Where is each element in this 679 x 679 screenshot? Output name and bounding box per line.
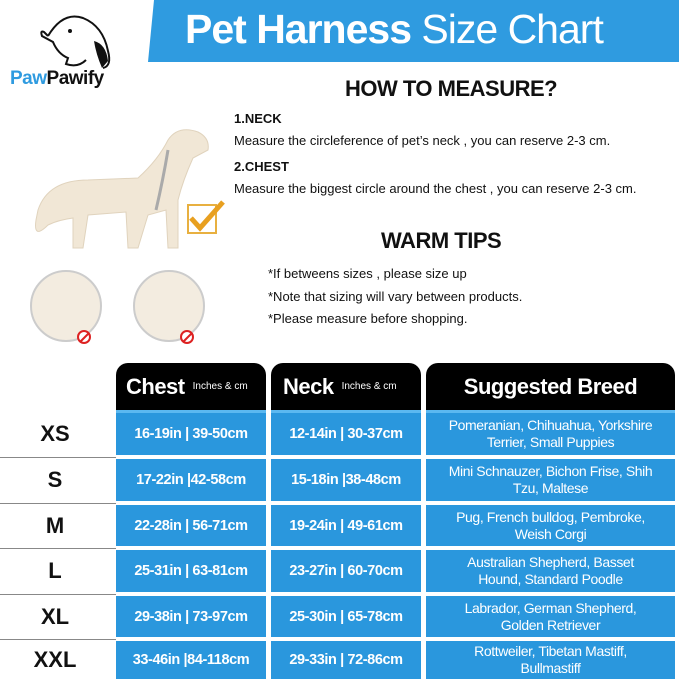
chest-instructions: Measure the biggest circle around the ch… bbox=[234, 181, 637, 196]
title-bold: Pet Harness bbox=[185, 6, 412, 52]
title-banner bbox=[148, 0, 679, 62]
suggested-breed: Labrador, German Shepherd, Golden Retrie… bbox=[426, 596, 675, 637]
chest-measurement: 33-46in |84-118cm bbox=[116, 641, 266, 679]
neck-measurement: 23-27in | 60-70cm bbox=[271, 550, 421, 592]
chest-measurement: 29-38in | 73-97cm bbox=[116, 596, 266, 637]
wrong-neck-fit-image bbox=[30, 270, 102, 342]
row-divider bbox=[0, 639, 116, 640]
suggested-breed: Australian Shepherd, Basset Hound, Stand… bbox=[426, 550, 675, 592]
size-label: S bbox=[47, 467, 63, 492]
chest-measurement: 17-22in |42-58cm bbox=[116, 459, 266, 501]
how-to-measure-heading: HOW TO MEASURE? bbox=[345, 76, 558, 101]
dog-logo-icon bbox=[40, 15, 111, 69]
suggested-breed: Mini Schnauzer, Bichon Frise, Shih Tzu, … bbox=[426, 459, 675, 501]
dog-wearing-harness-image bbox=[35, 129, 225, 249]
tip-item: *If betweens sizes , please size up bbox=[268, 266, 467, 281]
neck-measurement: 25-30in | 65-78cm bbox=[271, 596, 421, 637]
chest-measurement: 25-31in | 63-81cm bbox=[116, 550, 266, 592]
suggested-breed: Rottweiler, Tibetan Mastiff, Bullmastiff bbox=[426, 641, 675, 679]
suggested-breed: Pomeranian, Chihuahua, Yorkshire Terrier… bbox=[426, 413, 675, 455]
prohibited-icon bbox=[77, 330, 91, 344]
row-divider bbox=[0, 503, 116, 504]
row-divider bbox=[0, 457, 116, 458]
neck-measurement: 15-18in |38-48cm bbox=[271, 459, 421, 501]
title-light: Size Chart bbox=[421, 6, 603, 52]
suggested-breed: Pug, French bulldog, Pembroke, Weish Cor… bbox=[426, 505, 675, 546]
wrong-chest-fit-image bbox=[133, 270, 205, 342]
warm-tips-heading: WARM TIPS bbox=[381, 228, 502, 253]
chest-measurement: 16-19in | 39-50cm bbox=[116, 413, 266, 455]
chest-column-header: Chest Inches & cm bbox=[116, 363, 266, 413]
row-divider bbox=[0, 548, 116, 549]
neck-measurement: 12-14in | 30-37cm bbox=[271, 413, 421, 455]
breed-column-header: Suggested Breed bbox=[426, 363, 675, 413]
tip-item: *Note that sizing will vary between prod… bbox=[268, 289, 523, 304]
size-label: XL bbox=[40, 603, 70, 629]
size-label: M bbox=[45, 512, 65, 538]
size-label: XS bbox=[40, 421, 70, 446]
neck-column-header: Neck Inches & cm bbox=[271, 363, 421, 413]
brand-logo: PawPawify bbox=[10, 68, 104, 89]
neck-measurement: 29-33in | 72-86cm bbox=[271, 641, 421, 679]
neck-instructions: Measure the circleference of pet’s neck … bbox=[234, 133, 611, 148]
tip-item: *Please measure before shopping. bbox=[268, 311, 468, 326]
neck-measurement: 19-24in | 49-61cm bbox=[271, 505, 421, 546]
prohibited-icon bbox=[180, 330, 194, 344]
neck-label: 1.NECK bbox=[234, 111, 282, 126]
chest-measurement: 22-28in | 56-71cm bbox=[116, 505, 266, 546]
page-title: Pet Harness Size Chart bbox=[185, 6, 604, 53]
chest-label: 2.CHEST bbox=[234, 159, 289, 174]
size-label: XXL bbox=[33, 647, 77, 672]
size-label: L bbox=[48, 558, 62, 583]
row-divider bbox=[0, 594, 116, 595]
